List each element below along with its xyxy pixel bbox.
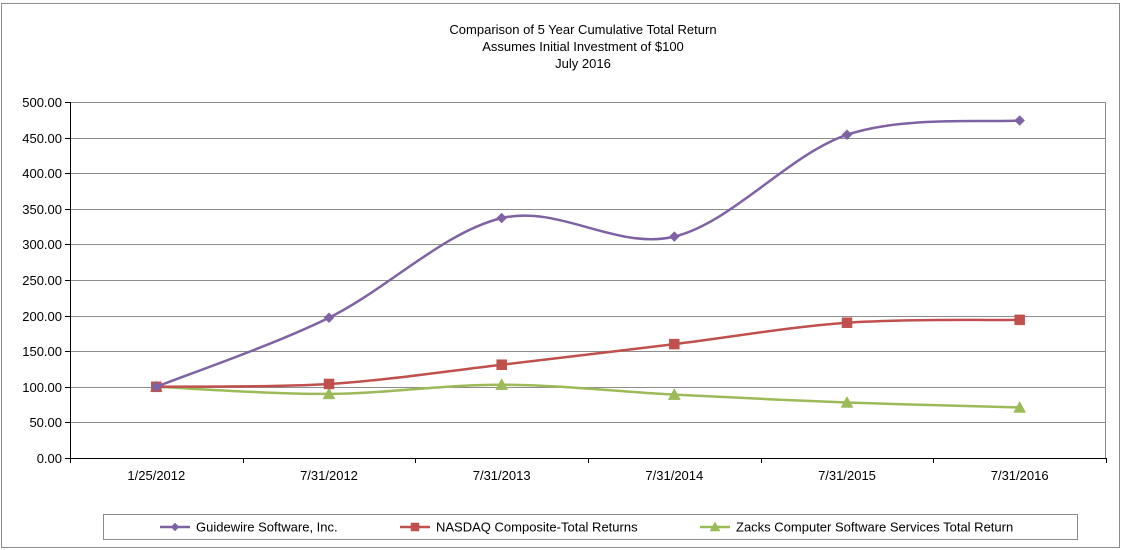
series-line-2: [156, 383, 1020, 409]
series-0-point-2: [496, 212, 508, 224]
y-tick-label-2: 100.00: [22, 380, 62, 395]
series-1-point-5: [1014, 314, 1025, 326]
y-tick-label-1: 50.00: [29, 415, 62, 430]
legend-label-1: NASDAQ Composite-Total Returns: [436, 520, 638, 535]
y-tick-label-6: 300.00: [22, 237, 62, 252]
legend-label-0: Guidewire Software, Inc.: [196, 520, 338, 535]
series-2-point-3: [667, 388, 681, 400]
series-0-point-3: [668, 231, 680, 242]
series-2-point-1: [322, 387, 336, 400]
y-tick-label-8: 400.00: [22, 166, 62, 181]
chart-title-line-1: Comparison of 5 Year Cumulative Total Re…: [449, 22, 716, 37]
x-tick-label-0: 1/25/2012: [127, 468, 185, 483]
series-0-point-5: [1014, 115, 1026, 126]
plot-series: [149, 115, 1027, 413]
x-tick-label-5: 7/31/2016: [991, 468, 1049, 483]
x-tick-label-4: 7/31/2015: [818, 468, 876, 483]
series-line-1: [156, 318, 1020, 389]
legend-label-2: Zacks Computer Software Services Total R…: [736, 520, 1013, 535]
series-1-point-3: [669, 338, 680, 350]
x-tick-label-3: 7/31/2014: [645, 468, 703, 483]
legend-marker-1: [410, 522, 420, 532]
series-2-point-5: [1013, 400, 1027, 413]
legend-box: [103, 514, 1078, 540]
x-tick-label-1: 7/31/2012: [300, 468, 358, 483]
series-1-point-4: [841, 317, 853, 328]
y-tick-label-10: 500.00: [22, 95, 62, 110]
legend-marker-2: [709, 521, 721, 532]
series-2-point-4: [840, 395, 854, 408]
y-tick-label-7: 350.00: [22, 202, 62, 217]
chart-title-line-3: July 2016: [555, 56, 611, 71]
series-2-point-2: [495, 378, 509, 390]
chart-title-line-2: Assumes Initial Investment of $100: [482, 39, 684, 54]
x-tick-label-2: 7/31/2013: [473, 468, 531, 483]
series-0-point-4: [841, 129, 853, 141]
y-tick-label-4: 200.00: [22, 309, 62, 324]
series-1-point-2: [496, 359, 507, 370]
series-1-point-1: [323, 378, 335, 390]
y-tick-label-5: 250.00: [22, 273, 62, 288]
axes: 0.00 50.00 100.00 150.00 200.00 250.00 300.00 3…: [22, 95, 1107, 483]
series-0-point-0: [150, 381, 162, 393]
gridlines: [70, 102, 1106, 458]
legend: Guidewire Software, Inc. NASDAQ Composite…: [103, 514, 1078, 540]
y-tick-label-0: 0.00: [37, 451, 62, 466]
legend-marker-0: [170, 522, 180, 532]
y-tick-label-3: 150.00: [22, 344, 62, 359]
series-0-point-1: [323, 312, 335, 324]
y-tick-label-9: 450.00: [22, 131, 62, 146]
chart-title: Comparison of 5 Year Cumulative Total Re…: [449, 22, 716, 71]
chart-frame: [1, 3, 1120, 548]
series-line-0: [155, 119, 1020, 388]
